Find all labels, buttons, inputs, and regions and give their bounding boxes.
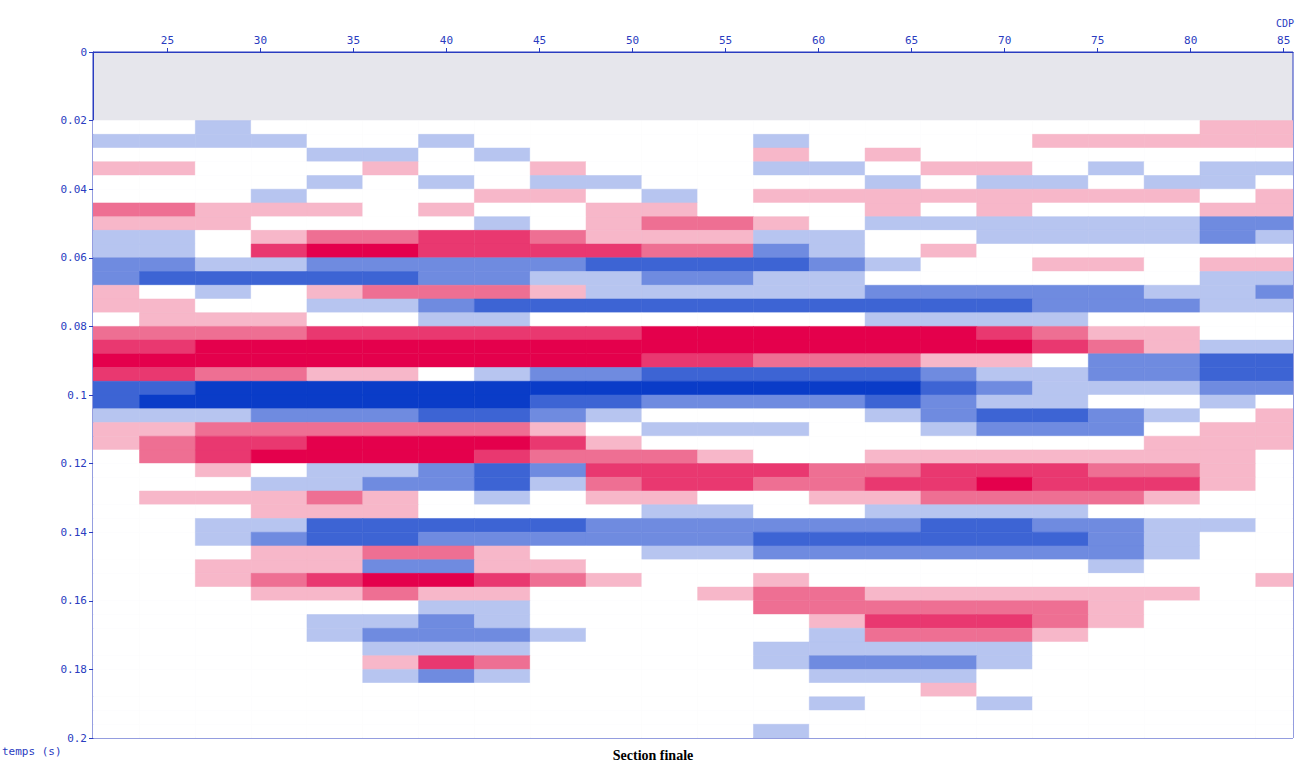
svg-text:0.02: 0.02 bbox=[61, 114, 88, 127]
svg-text:80: 80 bbox=[1184, 34, 1197, 47]
svg-text:40: 40 bbox=[440, 34, 453, 47]
svg-text:0.06: 0.06 bbox=[61, 251, 88, 264]
svg-text:50: 50 bbox=[626, 34, 639, 47]
svg-text:75: 75 bbox=[1091, 34, 1104, 47]
svg-text:25: 25 bbox=[161, 34, 174, 47]
svg-text:0.2: 0.2 bbox=[67, 732, 87, 745]
svg-text:0.1: 0.1 bbox=[67, 389, 87, 402]
svg-text:30: 30 bbox=[254, 34, 267, 47]
svg-text:0.18: 0.18 bbox=[61, 663, 88, 676]
svg-text:0.16: 0.16 bbox=[61, 594, 88, 607]
svg-text:temps (s): temps (s) bbox=[2, 745, 62, 758]
svg-text:CDP: CDP bbox=[1276, 18, 1294, 29]
svg-text:85: 85 bbox=[1277, 34, 1290, 47]
svg-text:65: 65 bbox=[905, 34, 918, 47]
svg-text:60: 60 bbox=[812, 34, 825, 47]
svg-text:0.04: 0.04 bbox=[61, 183, 88, 196]
svg-text:35: 35 bbox=[347, 34, 360, 47]
svg-text:0.12: 0.12 bbox=[61, 457, 88, 470]
svg-text:0.14: 0.14 bbox=[61, 526, 88, 539]
svg-text:Section finale: Section finale bbox=[613, 748, 694, 763]
svg-text:0: 0 bbox=[80, 46, 87, 59]
svg-text:0.08: 0.08 bbox=[61, 320, 88, 333]
svg-text:45: 45 bbox=[533, 34, 546, 47]
svg-text:55: 55 bbox=[719, 34, 732, 47]
svg-text:70: 70 bbox=[998, 34, 1011, 47]
